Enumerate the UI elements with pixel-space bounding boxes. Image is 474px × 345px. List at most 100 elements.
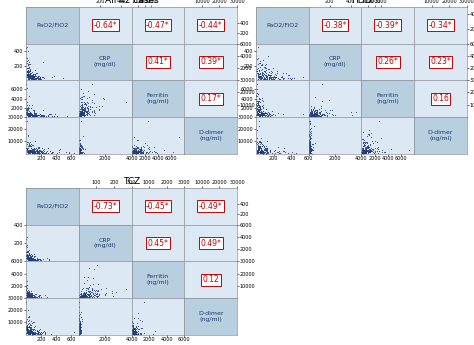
Point bbox=[254, 107, 262, 112]
Point bbox=[31, 291, 38, 297]
Point bbox=[25, 65, 33, 70]
Point bbox=[305, 150, 312, 155]
Point bbox=[255, 138, 262, 143]
Point bbox=[23, 324, 30, 329]
Point bbox=[258, 149, 265, 154]
Point bbox=[22, 294, 30, 300]
Point bbox=[360, 148, 368, 153]
Point bbox=[26, 293, 33, 298]
Point bbox=[138, 318, 146, 324]
Point bbox=[76, 150, 83, 155]
Point bbox=[305, 148, 313, 154]
Point bbox=[274, 76, 282, 81]
Point bbox=[75, 147, 83, 153]
Point bbox=[78, 97, 85, 102]
Point bbox=[75, 150, 83, 156]
Point bbox=[257, 148, 265, 154]
Point bbox=[305, 147, 313, 152]
Point bbox=[75, 150, 83, 155]
Point bbox=[80, 90, 87, 96]
Point bbox=[76, 150, 83, 155]
Point bbox=[261, 76, 269, 82]
Point bbox=[274, 149, 282, 154]
Point bbox=[262, 62, 269, 68]
Point bbox=[266, 72, 273, 78]
Point bbox=[262, 67, 269, 73]
Point bbox=[317, 109, 324, 115]
Point bbox=[130, 329, 137, 334]
Point bbox=[310, 114, 317, 119]
Point bbox=[307, 150, 315, 156]
Point bbox=[361, 150, 369, 155]
Point bbox=[273, 70, 281, 76]
Point bbox=[259, 72, 266, 77]
Point bbox=[134, 148, 142, 154]
Point bbox=[306, 145, 313, 151]
Point bbox=[75, 149, 83, 154]
Point bbox=[309, 110, 316, 115]
Point bbox=[75, 327, 83, 333]
Point bbox=[75, 329, 83, 335]
Point bbox=[76, 149, 83, 155]
Point bbox=[76, 106, 83, 112]
Point bbox=[76, 323, 84, 329]
Point bbox=[266, 148, 274, 153]
Point bbox=[27, 73, 35, 78]
Point bbox=[131, 147, 139, 152]
Point bbox=[364, 149, 372, 155]
Point bbox=[359, 147, 367, 153]
Point bbox=[305, 143, 313, 148]
Point bbox=[28, 321, 36, 326]
Point bbox=[29, 149, 36, 155]
Point bbox=[86, 283, 94, 288]
Point bbox=[307, 112, 314, 117]
Point bbox=[363, 144, 371, 150]
Point bbox=[132, 149, 139, 155]
Point bbox=[130, 330, 138, 336]
Point bbox=[253, 150, 261, 155]
Point bbox=[140, 331, 147, 336]
Point bbox=[306, 147, 314, 152]
Point bbox=[305, 144, 313, 149]
Point bbox=[81, 109, 88, 115]
Point bbox=[261, 77, 268, 83]
Point bbox=[28, 113, 36, 119]
Point bbox=[307, 125, 314, 131]
Point bbox=[306, 135, 313, 141]
Point bbox=[259, 76, 266, 81]
Point bbox=[27, 256, 35, 261]
Point bbox=[25, 247, 33, 253]
Point bbox=[265, 76, 273, 81]
Point bbox=[85, 284, 92, 290]
Point bbox=[132, 327, 139, 332]
Point bbox=[129, 146, 137, 151]
Point bbox=[132, 148, 140, 153]
Point bbox=[76, 142, 83, 148]
Point bbox=[307, 147, 315, 153]
Point bbox=[76, 149, 83, 155]
Point bbox=[278, 74, 285, 80]
Point bbox=[24, 293, 31, 299]
Point bbox=[75, 329, 83, 334]
Point bbox=[308, 113, 316, 119]
Point bbox=[75, 112, 82, 117]
Point bbox=[78, 113, 85, 119]
Point bbox=[362, 149, 370, 154]
Point bbox=[259, 62, 266, 68]
Point bbox=[75, 150, 83, 156]
Point bbox=[27, 76, 35, 81]
Point bbox=[287, 76, 294, 82]
Point bbox=[261, 146, 269, 152]
Point bbox=[320, 111, 328, 117]
Point bbox=[76, 319, 83, 324]
Point bbox=[93, 294, 100, 300]
Point bbox=[31, 331, 38, 337]
Point bbox=[25, 111, 32, 117]
Point bbox=[305, 147, 313, 152]
Point bbox=[29, 75, 36, 80]
Point bbox=[85, 292, 93, 297]
Point bbox=[29, 74, 37, 80]
Point bbox=[75, 327, 83, 333]
Point bbox=[287, 76, 295, 81]
Point bbox=[129, 150, 137, 156]
